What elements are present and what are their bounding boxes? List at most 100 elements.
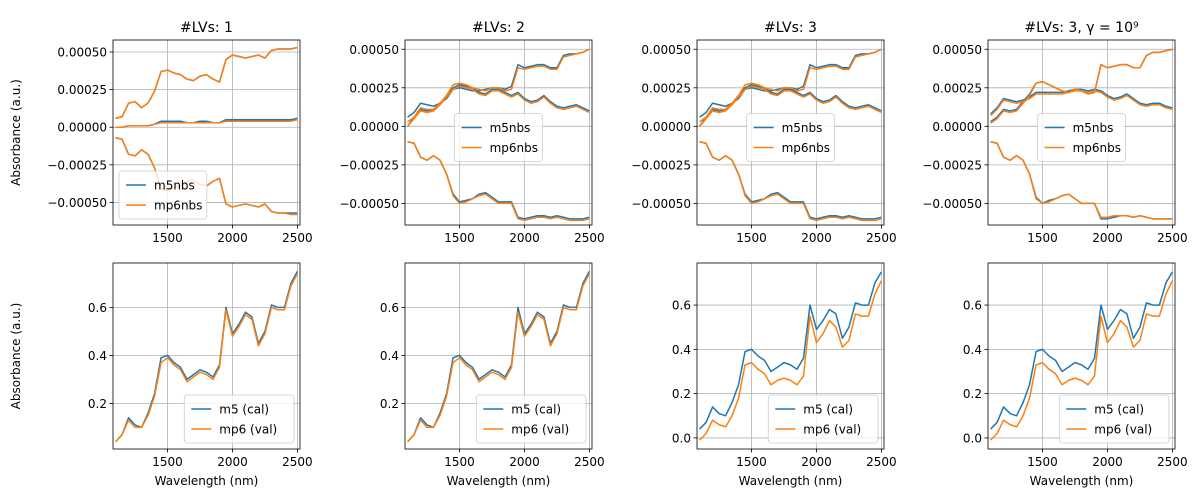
x-tick-label: 2500 [574,455,605,469]
y-tick-label: −0.00050 [339,197,399,211]
x-axis-label: Wavelength (nm) [447,474,551,488]
y-tick-label: 0.4 [380,349,399,363]
y-tick-label: 0.2 [380,397,399,411]
series-group [990,271,1174,441]
y-tick-label: 0.0 [672,431,691,445]
y-tick-label: 0.00025 [641,81,691,95]
y-tick-label: −0.00050 [631,197,691,211]
y-tick-label: 0.00000 [57,121,107,135]
y-tick-label: 0.6 [88,301,107,315]
y-tick-label: 0.2 [963,387,982,401]
legend-box [767,394,879,444]
y-tick-label: 0.00025 [932,81,982,95]
legend-label: m5 (cal) [803,403,853,417]
series-line-mp6nbs-3 [990,141,1173,220]
x-tick-label: 2000 [1092,455,1123,469]
y-tick-label: 0.2 [672,387,691,401]
legend: m5 (cal) mp6 (val) [475,394,587,444]
x-tick-label: 1500 [1027,231,1058,245]
legend-box [475,394,587,444]
axes-frame [987,262,1176,450]
series-line-mp6nbs-2 [407,85,590,127]
y-tick-label: 0.4 [672,343,691,357]
y-tick-label: 0.00000 [932,120,982,134]
legend-label: m5nbs [1073,121,1114,135]
series-line-mp6nbs-1 [699,48,882,123]
series-line-m5-cal--1 [990,271,1174,430]
chart-title: #LVs: 3 [764,20,817,36]
y-tick-label: 0.2 [88,397,107,411]
y-tick-label: 0.00025 [57,83,107,97]
y-tick-label: −0.00050 [47,196,107,210]
subplot-8: 1500 2000 2500 0.0 0.2 0.4 0.6 Wavelength (nm) m… [963,262,1188,488]
y-axis-label: Absorbance (a.u.) [9,79,23,186]
subplot-3: 1500 2000 2500 −0.00050 −0.00025 0.00000 0.000… [631,20,896,245]
series-group [406,48,590,222]
y-tick-label: 0.4 [963,343,982,357]
y-tick-label: −0.00025 [922,158,982,172]
legend-box [183,394,295,444]
legend-label: mp6 (val) [511,423,569,437]
x-tick-label: 1500 [152,231,183,245]
chart-title: #LVs: 1 [180,20,233,36]
legend-label: mp6nbs [154,199,202,213]
legend-label: mp6nbs [782,141,830,155]
axes-frame [112,39,301,226]
y-tick-label: 0.00000 [641,120,691,134]
x-tick-label: 1500 [444,231,475,245]
legend-box [746,113,835,162]
series-group [698,48,882,222]
x-tick-label: 2500 [866,231,897,245]
legend-label: mp6nbs [490,141,538,155]
series-line-m5nbs-1 [990,48,1173,123]
x-axis-label: Wavelength (nm) [739,474,843,488]
subplot-5: 1500 2000 2500 0.2 0.4 0.6 Wavelength (nm) Abso… [9,262,313,488]
legend: m5 (cal) mp6 (val) [1058,394,1170,444]
legend-label: mp6 (val) [803,423,861,437]
axes-frame [404,39,593,226]
legend-label: m5 (cal) [1094,403,1144,417]
series-line-mp6-val--1 [115,273,299,443]
y-tick-label: −0.00025 [631,158,691,172]
chart-title: #LVs: 3, γ = 10⁹ [1024,20,1139,36]
series-line-mp6-val--1 [990,280,1174,441]
x-tick-label: 2000 [217,231,248,245]
series-line-mp6-val--1 [407,273,591,443]
x-tick-label: 1500 [736,231,767,245]
legend-label: mp6nbs [1073,141,1121,155]
legend-label: m5nbs [782,121,823,135]
legend-box [454,113,543,162]
y-tick-label: 0.00000 [349,120,399,134]
series-line-mp6nbs-1 [407,48,590,123]
legend-label: m5nbs [154,179,195,193]
series-line-mp6nbs-1 [115,46,298,119]
y-tick-label: −0.00050 [922,197,982,211]
legend-label: m5 (cal) [511,403,561,417]
axes-frame [987,39,1176,226]
series-line-m5nbs-2 [990,88,1173,115]
y-tick-label: 0.0 [963,431,982,445]
x-tick-label: 2000 [509,455,540,469]
y-tick-label: 0.4 [88,349,107,363]
x-tick-label: 2500 [282,231,313,245]
series-line-mp6nbs-3 [407,141,590,222]
legend: m5 (cal) mp6 (val) [183,394,295,444]
legend-box [1037,113,1126,162]
x-tick-label: 2500 [866,455,897,469]
x-axis-label: Wavelength (nm) [155,474,259,488]
y-axis-label: Absorbance (a.u.) [9,303,23,410]
series-line-mp6nbs-3 [699,141,882,222]
axes-frame [112,262,301,450]
x-tick-label: 2500 [282,455,313,469]
legend: m5nbs mp6nbs [454,113,543,162]
subplot-6: 1500 2000 2500 0.2 0.4 0.6 Wavelength (nm) m5 (… [380,262,605,488]
y-tick-label: 0.00050 [57,46,107,60]
subplot-7: 1500 2000 2500 0.0 0.2 0.4 0.6 Wavelength (nm) m… [672,262,897,488]
x-tick-label: 2000 [801,455,832,469]
series-line-mp6nbs-1 [990,48,1173,124]
y-tick-label: −0.00025 [47,158,107,172]
y-tick-label: −0.00025 [339,158,399,172]
axes-frame [696,39,885,226]
legend: m5 (cal) mp6 (val) [767,394,879,444]
